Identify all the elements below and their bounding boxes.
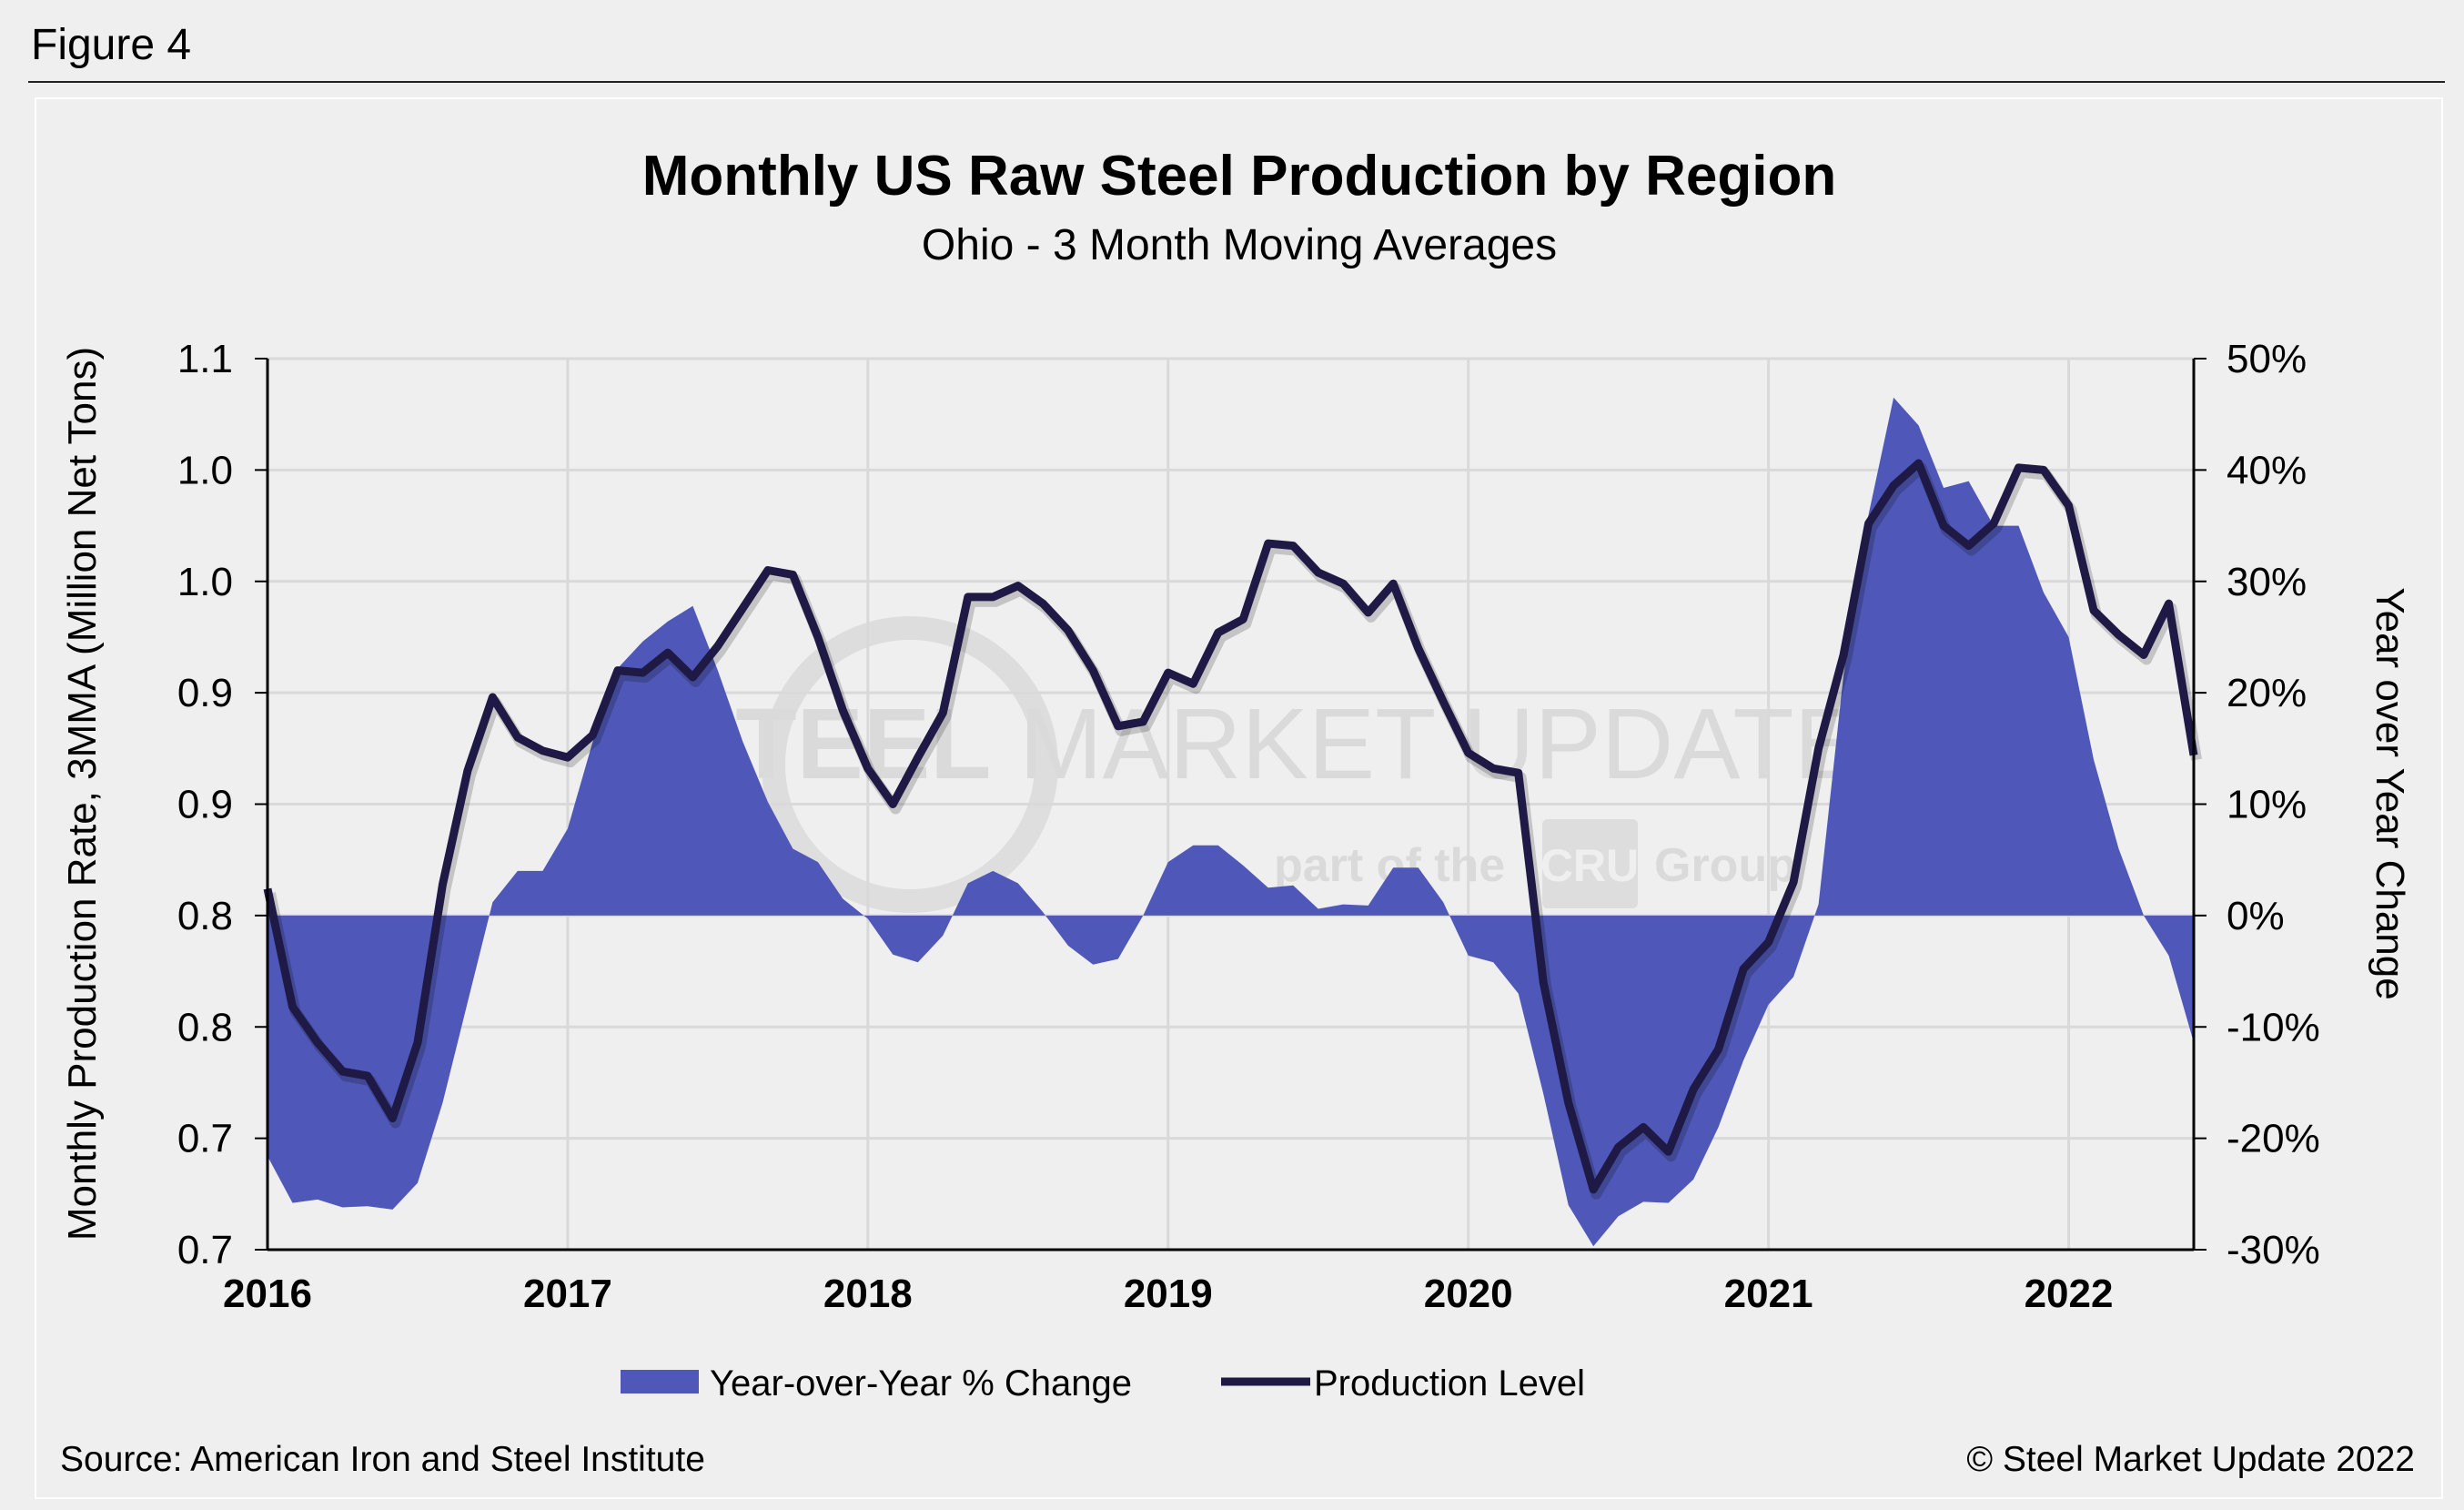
- y-tick-label-right: 30%: [2227, 560, 2307, 604]
- x-tick-label: 2017: [523, 1272, 612, 1316]
- yoy-area: [268, 397, 2194, 1247]
- chart-panel: [35, 97, 2443, 1499]
- legend: Year-over-Year % Change Production Level: [621, 1363, 1585, 1404]
- figure-divider: [28, 81, 2445, 83]
- y-axis-title-left: Monthly Production Rate, 3MMA (Million N…: [60, 347, 105, 1241]
- y-tick-label-left: 0.8: [177, 894, 233, 938]
- y-tick-label-right: -30%: [2227, 1228, 2320, 1272]
- y-tick-label-left: 0.8: [177, 1005, 233, 1049]
- x-tick-label: 2018: [823, 1272, 913, 1316]
- y-tick-label-left: 0.9: [177, 671, 233, 715]
- x-tick-label: 2022: [2025, 1272, 2114, 1316]
- x-tick-label: 2021: [1724, 1272, 1813, 1316]
- copyright-note: © Steel Market Update 2022: [1966, 1440, 2415, 1479]
- x-tick-label: 2019: [1124, 1272, 1213, 1316]
- y-tick-label-right: 10%: [2227, 783, 2307, 827]
- watermark: STEEL MARKET UPDATE part of the CRU Grou…: [669, 616, 1861, 913]
- production-line: [263, 459, 2198, 1194]
- y-tick-label-right: 50%: [2227, 337, 2307, 381]
- x-tick-label: 2016: [223, 1272, 312, 1316]
- y-tick-label-right: 40%: [2227, 448, 2307, 492]
- y-tick-label-left: 0.7: [177, 1228, 233, 1272]
- chart-title: Monthly US Raw Steel Production by Regio…: [642, 145, 1836, 208]
- figure-label: Figure 4: [31, 21, 192, 69]
- y-tick-label-right: 0%: [2227, 894, 2285, 938]
- source-note: Source: American Iron and Steel Institut…: [60, 1440, 705, 1479]
- y-tick-label-left: 1.0: [177, 448, 233, 492]
- y-tick-label-right: -20%: [2227, 1117, 2320, 1161]
- y-tick-label-right: 20%: [2227, 671, 2307, 715]
- legend-label-yoy: Year-over-Year % Change: [710, 1363, 1132, 1404]
- y-tick-label-right: -10%: [2227, 1005, 2320, 1049]
- watermark-cru: CRU: [1540, 840, 1639, 891]
- legend-label-production: Production Level: [1314, 1363, 1585, 1404]
- y-tick-label-left: 0.7: [177, 1117, 233, 1161]
- watermark-ring: [762, 616, 1058, 913]
- watermark-cru-box: [1542, 819, 1638, 908]
- watermark-group: Group: [1654, 839, 1796, 892]
- chart-subtitle: Ohio - 3 Month Moving Averages: [922, 221, 1557, 269]
- legend-swatch-area: [621, 1370, 699, 1393]
- production-line-shadow: [265, 462, 2202, 1200]
- y-tick-label-left: 1.0: [177, 560, 233, 604]
- watermark-market-update: MARKET UPDATE: [1019, 688, 1861, 800]
- y-tick-label-left: 0.9: [177, 783, 233, 827]
- y-axis-title-right: Year over Year Change: [2368, 587, 2412, 999]
- y-tick-label-left: 1.1: [177, 337, 233, 381]
- x-tick-label: 2020: [1424, 1272, 1513, 1316]
